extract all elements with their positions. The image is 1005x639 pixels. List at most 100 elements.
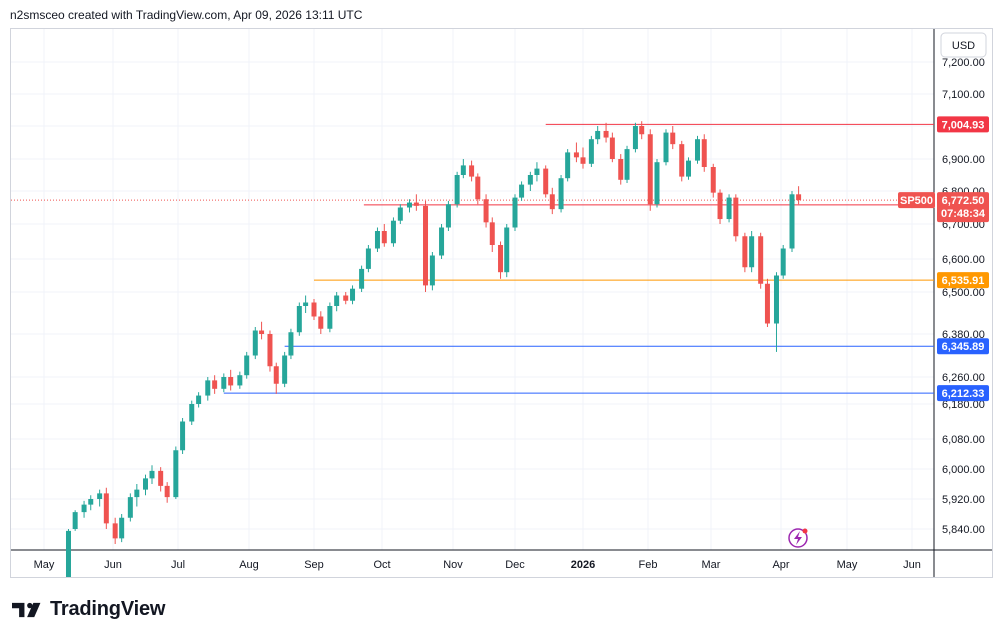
candle-body xyxy=(489,222,495,245)
candle-body xyxy=(390,220,396,244)
candle-body xyxy=(512,197,518,228)
candle xyxy=(618,154,624,185)
candle-body xyxy=(228,377,234,386)
candle-body xyxy=(97,493,103,499)
candle-body xyxy=(127,497,133,518)
candle xyxy=(189,400,195,425)
candle-body xyxy=(359,268,365,289)
candle-body xyxy=(119,517,125,539)
candle-body xyxy=(588,139,594,164)
candle-body xyxy=(632,126,638,150)
candle-body xyxy=(149,470,155,479)
flash-icon[interactable] xyxy=(788,528,808,548)
candle-body xyxy=(365,248,371,269)
price-tick-label: 7,100.00 xyxy=(942,89,985,101)
candle-body xyxy=(733,197,739,237)
candle xyxy=(543,165,549,198)
time-tick-label: Aug xyxy=(239,559,259,571)
candle-body xyxy=(296,306,302,333)
candle xyxy=(334,292,340,312)
candle-body xyxy=(603,130,609,138)
candle xyxy=(654,159,660,208)
candle xyxy=(327,302,333,333)
candle-body xyxy=(445,204,451,228)
candle xyxy=(143,474,148,496)
candle xyxy=(318,311,324,334)
candle-body xyxy=(498,245,504,273)
candle xyxy=(149,465,155,484)
candle xyxy=(580,147,586,169)
candle xyxy=(173,446,179,499)
time-tick-label: Mar xyxy=(702,559,721,571)
time-tick-label: 2026 xyxy=(571,559,595,571)
candle-body xyxy=(710,167,716,193)
level-price-label-text: 6,535.91 xyxy=(942,275,985,287)
candle-body xyxy=(374,231,380,249)
candle-body xyxy=(534,168,540,175)
candle xyxy=(164,482,170,503)
candle xyxy=(686,157,691,180)
candle xyxy=(267,330,273,372)
candle-body xyxy=(158,470,164,486)
currency-button xyxy=(940,32,987,58)
candle xyxy=(134,484,140,507)
candle-body xyxy=(618,159,624,180)
candle-body xyxy=(103,493,109,524)
candle xyxy=(789,191,795,252)
horizontal-levels xyxy=(11,123,934,394)
chart-attribution: n2smsceo created with TradingView.com, A… xyxy=(10,8,363,22)
price-tick-label: 6,380.00 xyxy=(942,329,985,341)
last-price-value: 6,772.50 xyxy=(942,195,985,207)
candle xyxy=(489,217,495,252)
candle-body xyxy=(81,504,87,513)
candle xyxy=(695,135,700,164)
candle-body xyxy=(647,134,653,205)
symbol-label-text: SP500 xyxy=(900,195,933,207)
candle-body xyxy=(237,375,243,386)
candle xyxy=(558,175,564,213)
candle xyxy=(429,252,435,291)
candle-body xyxy=(686,160,691,177)
candle xyxy=(381,224,387,247)
price-tick-label: 5,920.00 xyxy=(942,494,985,506)
candle-body xyxy=(112,523,118,539)
candle xyxy=(483,194,489,228)
chart-panel[interactable]: 5,840.00 5,920.00 6,000.00 6,080.00 6,180.00… xyxy=(10,28,993,578)
time-axis: May Jun Jul Aug Sep Oct Nov Dec 2026 Feb Mar Apr May… xyxy=(34,559,921,571)
candle-body xyxy=(624,149,630,180)
candle xyxy=(565,149,571,182)
level-price-label: 6,345.89 xyxy=(937,338,989,355)
tradingview-logo[interactable]: TradingView xyxy=(12,598,165,621)
candle xyxy=(282,351,288,388)
candle-body xyxy=(639,126,645,135)
candle-body xyxy=(483,199,489,223)
price-tick-label: 6,500.00 xyxy=(942,287,985,299)
level-price-label-bg xyxy=(937,116,989,133)
candle xyxy=(647,129,653,211)
candlestick-chart[interactable]: 5,840.00 5,920.00 6,000.00 6,080.00 6,180.00… xyxy=(11,29,992,577)
candle-body xyxy=(475,176,481,200)
candle-body xyxy=(565,152,571,179)
candle-body xyxy=(327,306,333,329)
currency-selector[interactable]: USD xyxy=(940,32,987,58)
candle xyxy=(365,245,371,273)
time-tick-label: Jun xyxy=(903,559,921,571)
candle-body xyxy=(695,139,700,161)
candle-body xyxy=(439,227,445,256)
candle xyxy=(469,160,475,182)
level-price-label-bg xyxy=(937,338,989,355)
candle xyxy=(527,171,533,191)
candle-body xyxy=(742,236,748,268)
candle-body xyxy=(288,332,294,356)
candle xyxy=(504,224,510,278)
candle-body xyxy=(527,175,533,185)
candle-body xyxy=(350,288,356,301)
price-tick-label: 6,180.00 xyxy=(942,399,985,411)
candle-body xyxy=(343,295,349,301)
candle xyxy=(180,418,186,454)
candle xyxy=(639,121,645,140)
candle xyxy=(97,489,103,507)
time-tick-label: Oct xyxy=(373,559,390,571)
candle-body xyxy=(679,144,685,177)
